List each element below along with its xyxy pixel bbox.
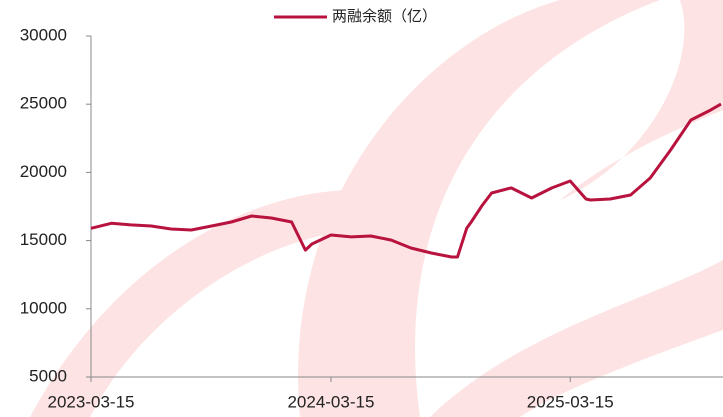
x-tick-label: 2024-03-15 <box>287 392 374 411</box>
watermark <box>30 0 723 417</box>
legend-label: 两融余额（亿） <box>332 7 437 25</box>
x-tick-label: 2025-03-15 <box>527 392 614 411</box>
y-tick-label: 15000 <box>20 230 67 249</box>
y-tick-label: 10000 <box>20 298 67 317</box>
y-tick-label: 25000 <box>20 94 67 113</box>
y-tick-label: 5000 <box>29 366 67 385</box>
y-tick-label: 20000 <box>20 162 67 181</box>
legend: 两融余额（亿） <box>274 7 437 25</box>
y-tick-label: 30000 <box>20 25 67 44</box>
series-line <box>90 102 722 259</box>
x-tick-label: 2023-03-15 <box>48 392 135 411</box>
